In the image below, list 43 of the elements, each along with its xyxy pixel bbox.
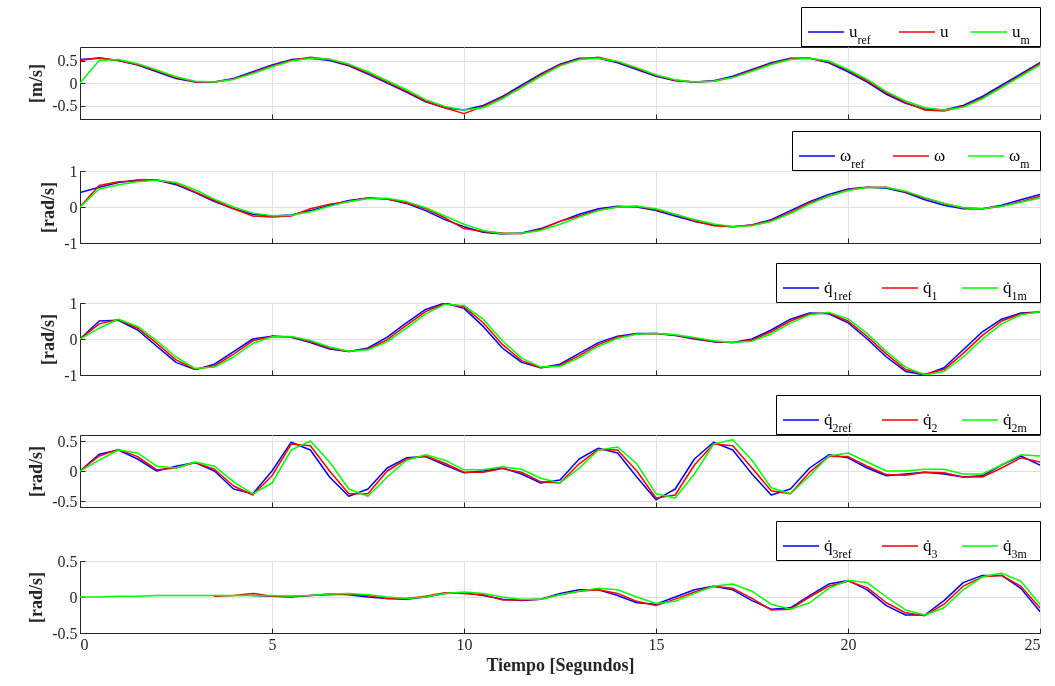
legend-label: u$_{ref}$	[849, 22, 871, 47]
legend-label: q̇$_{3m}$	[1003, 536, 1028, 561]
x-tick-label: 10	[456, 635, 473, 653]
y-tick-label: -1	[64, 366, 78, 384]
y-tick-label: -0.5	[52, 624, 78, 642]
y-tick-label: -0.5	[52, 492, 78, 510]
legend-label: q̇$_{2ref}$	[824, 410, 852, 435]
y-axis-title: [m/s]	[26, 64, 47, 103]
x-tick-label: 5	[268, 635, 277, 653]
legend-label: q̇$_{2m}$	[1003, 410, 1028, 435]
x-axis-title: Tiempo [Segundos]	[486, 654, 635, 675]
x-tick-label: 25	[1024, 635, 1041, 653]
y-tick-label: 0	[69, 462, 78, 480]
legend-label: ω	[934, 146, 946, 165]
y-axis-title: [rad/s]	[38, 314, 59, 365]
y-tick-label: 1	[69, 294, 78, 312]
y-tick-label: 0.5	[57, 432, 78, 450]
legend-label: q̇$_{1m}$	[1003, 278, 1028, 303]
y-tick-label: 0	[69, 198, 78, 216]
y-tick-label: 0	[69, 588, 78, 606]
y-tick-label: -1	[64, 234, 78, 252]
legend-label: ω$_{ref}$	[840, 146, 865, 171]
y-tick-label: 0.5	[57, 52, 78, 69]
x-tick-label: 0	[80, 635, 89, 653]
legend-label: q̇$_{1ref}$	[824, 278, 852, 303]
x-tick-label: 20	[840, 635, 857, 653]
legend-label: q̇$_{2}$	[923, 410, 938, 435]
y-tick-label: -0.5	[52, 97, 78, 114]
y-tick-label: 0	[69, 74, 78, 92]
legend-label: q̇$_{3}$	[923, 536, 938, 561]
legend-label: u	[940, 22, 949, 41]
y-axis-title: [rad/s]	[38, 182, 59, 233]
legend-label: ω$_{m}$	[1009, 146, 1031, 171]
line-series	[80, 572, 1040, 616]
legend-label: u$_{m}$	[1012, 22, 1031, 47]
y-tick-label: 0.5	[57, 552, 78, 570]
legend-label: q̇$_{1}$	[923, 278, 938, 303]
legend-label: q̇$_{3ref}$	[824, 536, 852, 561]
x-tick-label: 15	[648, 635, 665, 653]
y-axis-title: [rad/s]	[26, 446, 47, 497]
y-axis-title: [rad/s]	[26, 572, 47, 623]
y-tick-label: 1	[69, 162, 78, 180]
y-tick-label: 0	[69, 330, 78, 348]
